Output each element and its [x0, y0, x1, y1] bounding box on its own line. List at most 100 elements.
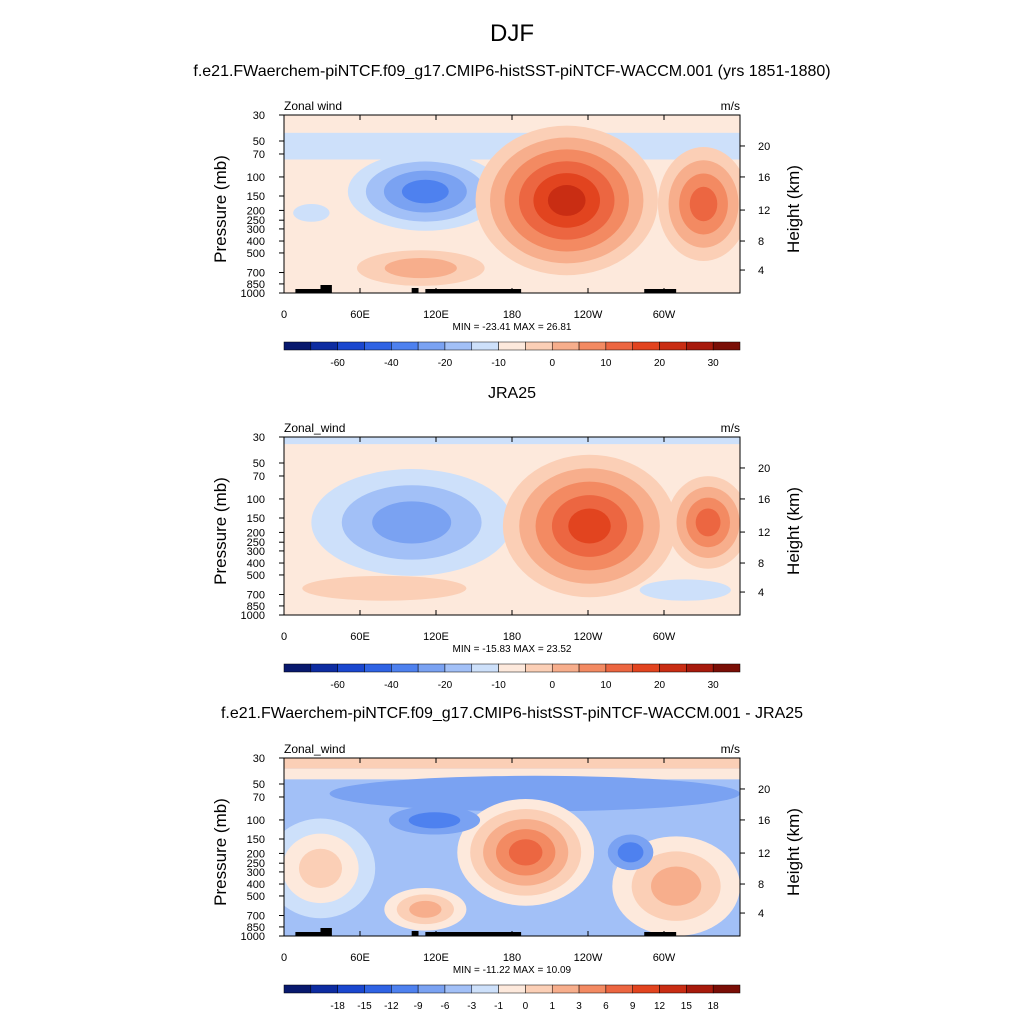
colorbar-label: -6 — [440, 1001, 449, 1012]
colorbar-label: 9 — [630, 1001, 636, 1012]
field-contour — [372, 501, 452, 544]
y-tick-label: 30 — [253, 110, 265, 122]
field-contour — [293, 204, 330, 222]
field-contour — [568, 508, 611, 544]
colorbar-label: -1 — [494, 1001, 503, 1012]
y-tick-label: 500 — [247, 570, 265, 582]
colorbar-label: -60 — [330, 680, 345, 691]
field-contour — [639, 579, 731, 601]
x-tick-label: 120E — [423, 952, 449, 964]
y2-tick-label: 12 — [758, 527, 770, 539]
y-tick-label: 200 — [247, 205, 265, 217]
colorbar-swatch — [632, 341, 660, 351]
min-max-label: MIN = -15.83 MAX = 23.52 — [453, 644, 572, 655]
panel-left-label: Zonal_wind — [284, 742, 345, 756]
colorbar-swatch — [498, 984, 526, 994]
colorbar-swatch — [364, 663, 392, 673]
y-tick-label: 1000 — [241, 610, 265, 622]
land-mask — [411, 288, 419, 293]
x-tick-label: 60E — [350, 952, 370, 964]
x-tick-label: 120W — [574, 309, 603, 321]
field-contour — [409, 900, 442, 918]
y-tick-label: 150 — [247, 834, 265, 846]
colorbar-swatch — [310, 341, 338, 351]
colorbar-swatch — [659, 663, 687, 673]
min-max-label: MIN = -23.41 MAX = 26.81 — [453, 322, 572, 333]
y2-tick-label: 20 — [758, 784, 770, 796]
x-tick-label: 0 — [281, 309, 287, 321]
figure-title: DJF — [490, 20, 534, 47]
colorbar-label: -15 — [357, 1001, 372, 1012]
x-tick-label: 60E — [350, 631, 370, 643]
colorbar-label: -3 — [467, 1001, 476, 1012]
y-tick-label: 100 — [247, 815, 265, 827]
field-contour — [408, 812, 461, 829]
colorbar-swatch — [310, 984, 338, 994]
colorbar-label: -20 — [438, 680, 453, 691]
y-tick-label: 700 — [247, 590, 265, 602]
colorbar-label: 0 — [549, 680, 555, 691]
y-tick-label: 400 — [247, 879, 265, 891]
colorbar-label: -20 — [438, 358, 453, 369]
y2-tick-label: 20 — [758, 141, 770, 153]
colorbar-swatch — [632, 663, 660, 673]
colorbar-label: -18 — [330, 1001, 345, 1012]
y2-tick-label: 16 — [758, 172, 770, 184]
y2-axis-title: Height (km) — [784, 487, 803, 575]
panel-unit-label: m/s — [721, 742, 740, 756]
field-contour — [302, 575, 467, 601]
colorbar-swatch — [578, 663, 607, 673]
colorbar-swatch — [632, 984, 660, 994]
y2-tick-label: 4 — [758, 265, 764, 277]
colorbar-swatch — [605, 984, 633, 994]
colorbar-label: -12 — [384, 1001, 399, 1012]
colorbar-swatch — [364, 341, 392, 351]
colorbar-label: 20 — [654, 358, 666, 369]
colorbar-label: 6 — [603, 1001, 609, 1012]
y2-tick-label: 8 — [758, 879, 764, 891]
y-tick-label: 700 — [247, 911, 265, 923]
y-tick-label: 400 — [247, 236, 265, 248]
land-mask — [425, 289, 522, 293]
field-contour — [384, 258, 457, 279]
colorbar-swatch — [659, 341, 687, 351]
y-tick-label: 400 — [247, 558, 265, 570]
field-contour — [508, 839, 543, 866]
y-tick-label: 300 — [247, 224, 265, 236]
colorbar-swatch — [391, 984, 419, 994]
land-mask — [320, 928, 332, 936]
y-tick-label: 70 — [253, 149, 265, 161]
colorbar-swatch — [444, 984, 473, 994]
land-mask — [295, 289, 326, 293]
colorbar-swatch — [417, 663, 446, 673]
y-tick-label: 250 — [247, 215, 265, 227]
y-tick-label: 850 — [247, 279, 265, 291]
panel-1-title: f.e21.FWaerchem-piNTCF.f09_g17.CMIP6-his… — [193, 63, 831, 80]
field-contour — [689, 186, 718, 222]
colorbar-label: 0 — [523, 1001, 529, 1012]
y-tick-label: 500 — [247, 248, 265, 260]
colorbar-swatch — [471, 984, 499, 994]
y-tick-label: 150 — [247, 513, 265, 525]
panel-3-field — [284, 758, 740, 936]
panel-1-field — [284, 115, 740, 293]
colorbar-label: 3 — [576, 1001, 582, 1012]
land-mask — [320, 285, 332, 293]
colorbar-swatch — [605, 341, 633, 351]
y2-tick-label: 16 — [758, 815, 770, 827]
y-tick-label: 1000 — [241, 931, 265, 943]
panel-2-field — [284, 437, 740, 615]
y-tick-label: 50 — [253, 779, 265, 791]
colorbar-swatch — [283, 341, 312, 351]
x-tick-label: 180 — [503, 309, 521, 321]
x-tick-label: 120E — [423, 631, 449, 643]
field-contour — [298, 848, 343, 888]
colorbar-swatch — [712, 341, 741, 351]
colorbar-label: 10 — [600, 358, 612, 369]
colorbar-swatch — [498, 663, 526, 673]
x-tick-label: 120E — [423, 309, 449, 321]
field-contour — [329, 775, 740, 812]
y2-tick-label: 16 — [758, 494, 770, 506]
y-tick-label: 850 — [247, 601, 265, 613]
y-tick-label: 150 — [247, 191, 265, 203]
